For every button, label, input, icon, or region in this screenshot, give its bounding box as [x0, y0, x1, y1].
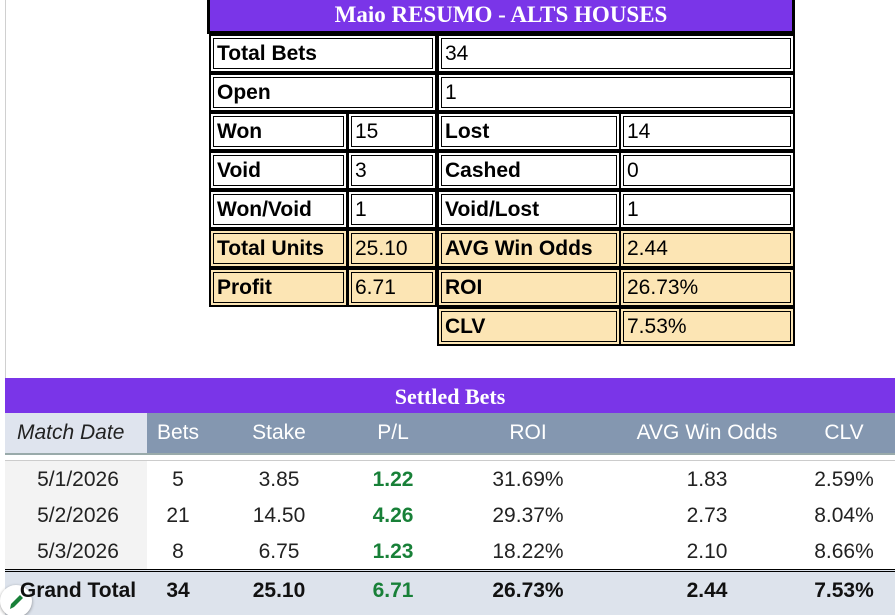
header-row [5, 413, 895, 453]
cell: 2.73 [686, 504, 728, 527]
header: Bets [156, 421, 200, 444]
settled-title: Settled Bets [5, 378, 895, 413]
cell: 18.22% [492, 540, 564, 563]
summary-value: 34 [437, 34, 795, 73]
date-column [5, 461, 147, 571]
summary-value: 25.10 [347, 229, 437, 268]
summary-value: 6.71 [347, 268, 437, 307]
summary-value: 26.73% [619, 268, 795, 307]
summary-value: 15 [347, 112, 437, 151]
header: Match Date [17, 421, 125, 444]
cell: 8 [172, 540, 184, 563]
cell: 4.26 [372, 504, 414, 527]
summary-label: Won/Void [209, 190, 348, 229]
header: Stake [252, 421, 306, 444]
summary-value: 2.44 [619, 229, 795, 268]
summary-title: Maio RESUMO - ALTS HOUSES [207, 0, 795, 34]
summary-label: Cashed [437, 151, 621, 190]
header: ROI [509, 421, 547, 444]
cell: 21 [166, 504, 190, 527]
cell: 3.85 [258, 468, 300, 491]
cell: 8.66% [814, 540, 874, 563]
summary-label: Void [209, 151, 348, 190]
cell: 5/1/2026 [37, 468, 119, 491]
summary-label: AVG Win Odds [437, 229, 621, 268]
total-cell: 2.44 [686, 579, 728, 602]
cell: 5/3/2026 [37, 540, 119, 563]
cell: 14.50 [252, 504, 306, 527]
summary-label: Void/Lost [437, 190, 621, 229]
total-cell: 6.71 [372, 579, 414, 602]
header: CLV [824, 421, 864, 444]
cell: 2.59% [814, 468, 874, 491]
cell: 6.75 [258, 540, 300, 563]
total-cell: 7.53% [814, 579, 874, 602]
summary-value: 7.53% [619, 307, 795, 346]
cell: 31.69% [492, 468, 564, 491]
summary-value: 1 [437, 73, 795, 112]
cell: 1.23 [372, 540, 414, 563]
separator [5, 453, 895, 461]
header: P/L [377, 421, 409, 444]
header-cell [5, 413, 147, 453]
cell: 1.83 [686, 468, 728, 491]
summary-value: 0 [619, 151, 795, 190]
total-cell: 26.73% [492, 579, 564, 602]
total-cell: 25.10 [252, 579, 306, 602]
header: AVG Win Odds [636, 421, 778, 444]
summary-value: 1 [347, 190, 437, 229]
cell: 29.37% [492, 504, 564, 527]
summary-value: 14 [619, 112, 795, 151]
summary-value: 1 [619, 190, 795, 229]
summary-label: Total Units [209, 229, 348, 268]
summary-label: CLV [437, 307, 621, 346]
cell: 1.22 [372, 468, 414, 491]
total-cell: 34 [166, 579, 190, 602]
cell: 8.04% [814, 504, 874, 527]
summary-label: Total Bets [209, 34, 437, 73]
cell: 5/2/2026 [37, 504, 119, 527]
cell: 2.10 [686, 540, 728, 563]
summary-label: ROI [437, 268, 621, 307]
cell: 5 [172, 468, 184, 491]
summary-label: Won [209, 112, 348, 151]
total-row [5, 569, 895, 615]
summary-value: 3 [347, 151, 437, 190]
summary-label: Profit [209, 268, 348, 307]
summary-label: Lost [437, 112, 621, 151]
grid-line [5, 0, 6, 378]
summary-label: Open [209, 73, 437, 112]
edit-icon [10, 595, 23, 609]
edit-button[interactable] [0, 585, 32, 615]
total-cell: Grand Total [19, 579, 137, 602]
